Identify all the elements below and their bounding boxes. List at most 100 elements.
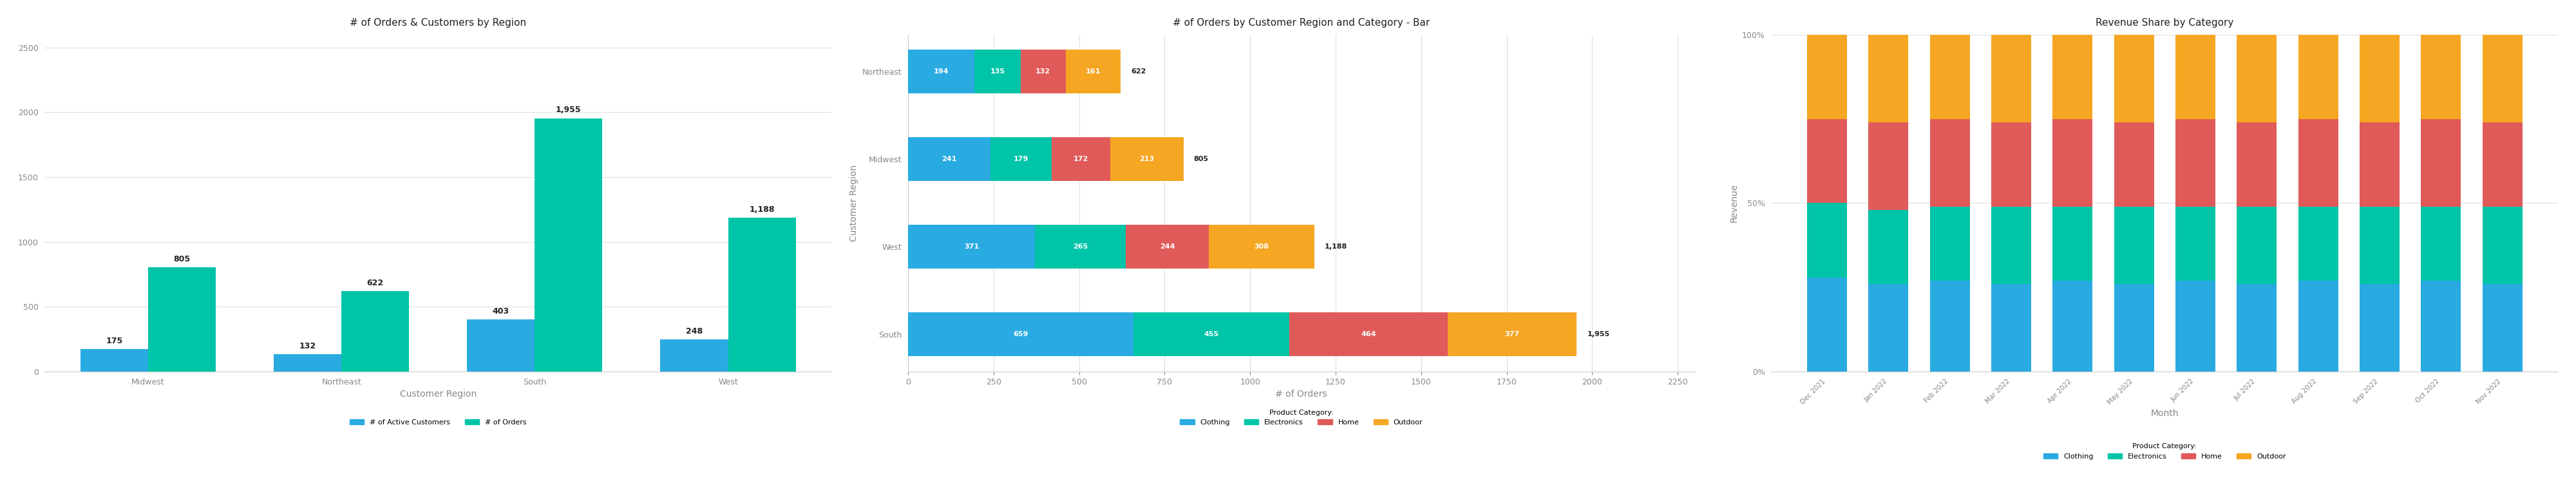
Y-axis label: Revenue: Revenue [1728,184,1739,222]
Bar [2177,34,2215,119]
Text: 194: 194 [933,68,948,75]
Bar [80,349,147,371]
Bar [2483,122,2522,207]
Title: # of Orders by Customer Region and Category - Bar: # of Orders by Customer Region and Categ… [1172,18,1430,28]
Bar [2177,119,2215,207]
X-axis label: Customer Region: Customer Region [399,390,477,399]
Bar [907,312,1133,356]
X-axis label: # of Orders: # of Orders [1275,390,1327,399]
Text: 622: 622 [366,279,384,287]
Title: Revenue Share by Category: Revenue Share by Category [2097,18,2233,28]
Text: 132: 132 [1036,68,1051,75]
Bar [1868,122,1909,210]
Bar [907,225,1036,269]
Text: 213: 213 [1139,156,1154,162]
Bar [2053,207,2092,280]
Bar [536,118,603,371]
Text: 172: 172 [1074,156,1090,162]
Text: 1,188: 1,188 [1324,244,1347,250]
Bar [2483,284,2522,371]
Legend: Clothing, Electronics, Home, Outdoor: Clothing, Electronics, Home, Outdoor [2040,440,2290,462]
Bar [2115,284,2154,371]
Text: 403: 403 [492,307,510,315]
Bar [1066,50,1121,93]
Bar [989,137,1051,181]
Bar [2483,34,2522,122]
Bar [2115,34,2154,122]
Bar [1808,203,1847,277]
Text: 161: 161 [1084,68,1100,75]
Bar [2053,34,2092,119]
Bar [907,137,989,181]
Text: 805: 805 [1193,156,1208,162]
Text: 659: 659 [1012,331,1028,338]
Bar [2115,207,2154,284]
Bar [1868,210,1909,284]
Bar [1991,122,2030,207]
Bar [2115,122,2154,207]
Bar [273,355,343,371]
Bar [1991,284,2030,371]
Bar [1991,207,2030,284]
Text: 132: 132 [299,342,317,351]
Text: 175: 175 [106,337,124,345]
Text: 455: 455 [1203,331,1218,338]
Bar [1929,34,1971,119]
Bar [1929,280,1971,371]
Text: 135: 135 [989,68,1005,75]
Text: 1,955: 1,955 [556,106,582,114]
Bar [2421,207,2460,280]
Bar [1288,312,1448,356]
Bar [2236,207,2277,284]
Text: 464: 464 [1360,331,1376,338]
Bar [2360,207,2401,284]
Title: # of Orders & Customers by Region: # of Orders & Customers by Region [350,18,526,28]
Bar [1126,225,1208,269]
Bar [907,50,974,93]
Text: 179: 179 [1012,156,1028,162]
X-axis label: Month: Month [2151,409,2179,418]
Bar [1808,119,1847,203]
Bar [2421,34,2460,119]
Bar [2177,280,2215,371]
Text: 244: 244 [1159,244,1175,250]
Bar [974,50,1020,93]
Bar [1808,277,1847,371]
Bar [1448,312,1577,356]
Bar [343,291,410,371]
Bar [2421,119,2460,207]
Legend: Clothing, Electronics, Home, Outdoor: Clothing, Electronics, Home, Outdoor [1177,406,1425,429]
Text: 248: 248 [685,327,703,336]
Bar [2298,119,2339,207]
Text: 622: 622 [1131,68,1146,75]
Bar [466,319,536,371]
Bar [2236,122,2277,207]
Bar [2298,280,2339,371]
Bar [1991,34,2030,122]
Bar [2298,207,2339,280]
Bar [659,339,729,371]
Text: 1,955: 1,955 [1587,331,1610,338]
Bar [2236,34,2277,122]
Bar [1868,284,1909,371]
Bar [1808,34,1847,119]
Bar [2421,280,2460,371]
Bar [1110,137,1182,181]
Text: 308: 308 [1255,244,1270,250]
Bar [147,267,216,371]
Text: 241: 241 [943,156,956,162]
Bar [729,217,796,371]
Bar [2360,284,2401,371]
Bar [2236,284,2277,371]
Bar [2177,207,2215,280]
Text: 265: 265 [1072,244,1087,250]
Bar [2483,207,2522,284]
Text: 377: 377 [1504,331,1520,338]
Y-axis label: Customer Region: Customer Region [850,165,858,242]
Bar [2360,122,2401,207]
Bar [2360,34,2401,122]
Legend: # of Active Customers, # of Orders: # of Active Customers, # of Orders [348,417,528,429]
Bar [1020,50,1066,93]
Text: 1,188: 1,188 [750,205,775,214]
Bar [2298,34,2339,119]
